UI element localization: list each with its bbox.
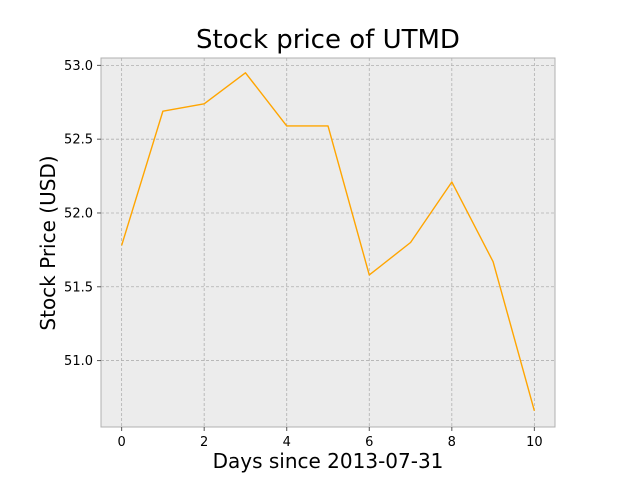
y-tick-label: 51.0: [64, 354, 93, 369]
x-axis-ticks: 0 2 4 6 8 10: [117, 427, 543, 450]
y-axis-label: Stock Price (USD): [36, 155, 60, 330]
y-tick-label: 51.5: [64, 280, 93, 295]
series-layer: [120, 72, 536, 411]
y-tick-label: 52.5: [64, 133, 93, 148]
x-tick-label: 6: [365, 435, 373, 450]
series-line: [120, 72, 536, 411]
y-tick-label: 52.0: [64, 206, 93, 221]
grid: [101, 58, 555, 427]
x-tick-label: 10: [526, 435, 543, 450]
x-tick-label: 4: [283, 435, 291, 450]
x-axis-label: Days since 2013-07-31: [213, 449, 444, 473]
y-axis-ticks: 51.0 51.5 52.0 52.5 53.0: [64, 59, 101, 369]
plot-frame: [100, 57, 556, 428]
x-tick-label: 0: [117, 435, 125, 450]
plot-background: [101, 58, 555, 427]
y-tick-label: 53.0: [64, 59, 93, 74]
x-tick-label: 2: [200, 435, 208, 450]
chart-title: Stock price of UTMD: [196, 25, 460, 55]
x-tick-label: 8: [448, 435, 456, 450]
